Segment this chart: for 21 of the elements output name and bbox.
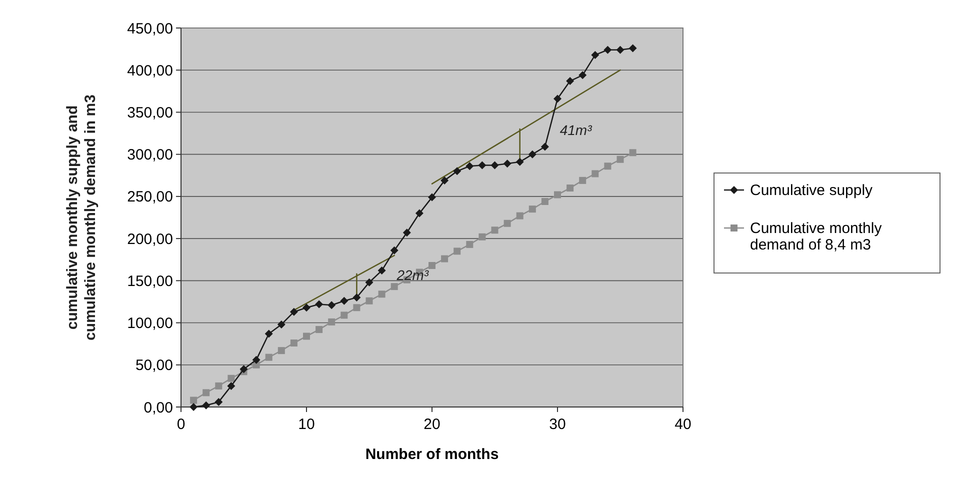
- y-tick-label: 0,00: [144, 399, 173, 416]
- x-tick-label: 10: [298, 416, 315, 433]
- y-tick-label: 50,00: [135, 357, 173, 374]
- legend-label: Cumulative monthly demand of 8,4 m3: [750, 220, 882, 254]
- x-tick-label: 30: [549, 416, 566, 433]
- y-tick-label: 200,00: [127, 230, 173, 248]
- y-tick-label: 300,00: [127, 146, 173, 164]
- x-tick-label: 40: [674, 416, 692, 433]
- y-tick-label: 350,00: [127, 104, 173, 122]
- y-tick-label: 250,00: [127, 188, 173, 206]
- annotation: 41m³: [560, 122, 592, 138]
- x-tick-label: 0: [176, 416, 186, 433]
- y-tick-label: 150,00: [127, 272, 173, 290]
- x-tick-label: 20: [424, 416, 440, 433]
- y-tick-label: 400,00: [127, 62, 173, 80]
- y-axis-title: cumulative monthly supply and cumulative monthly demand in m3: [64, 94, 99, 340]
- legend-label: Cumulative supply: [750, 182, 874, 199]
- y-tick-label: 100,00: [127, 315, 173, 332]
- y-tick-label: 450,00: [127, 20, 173, 38]
- annotation: 22m³: [396, 266, 429, 283]
- x-axis-title: Number of months: [365, 446, 499, 463]
